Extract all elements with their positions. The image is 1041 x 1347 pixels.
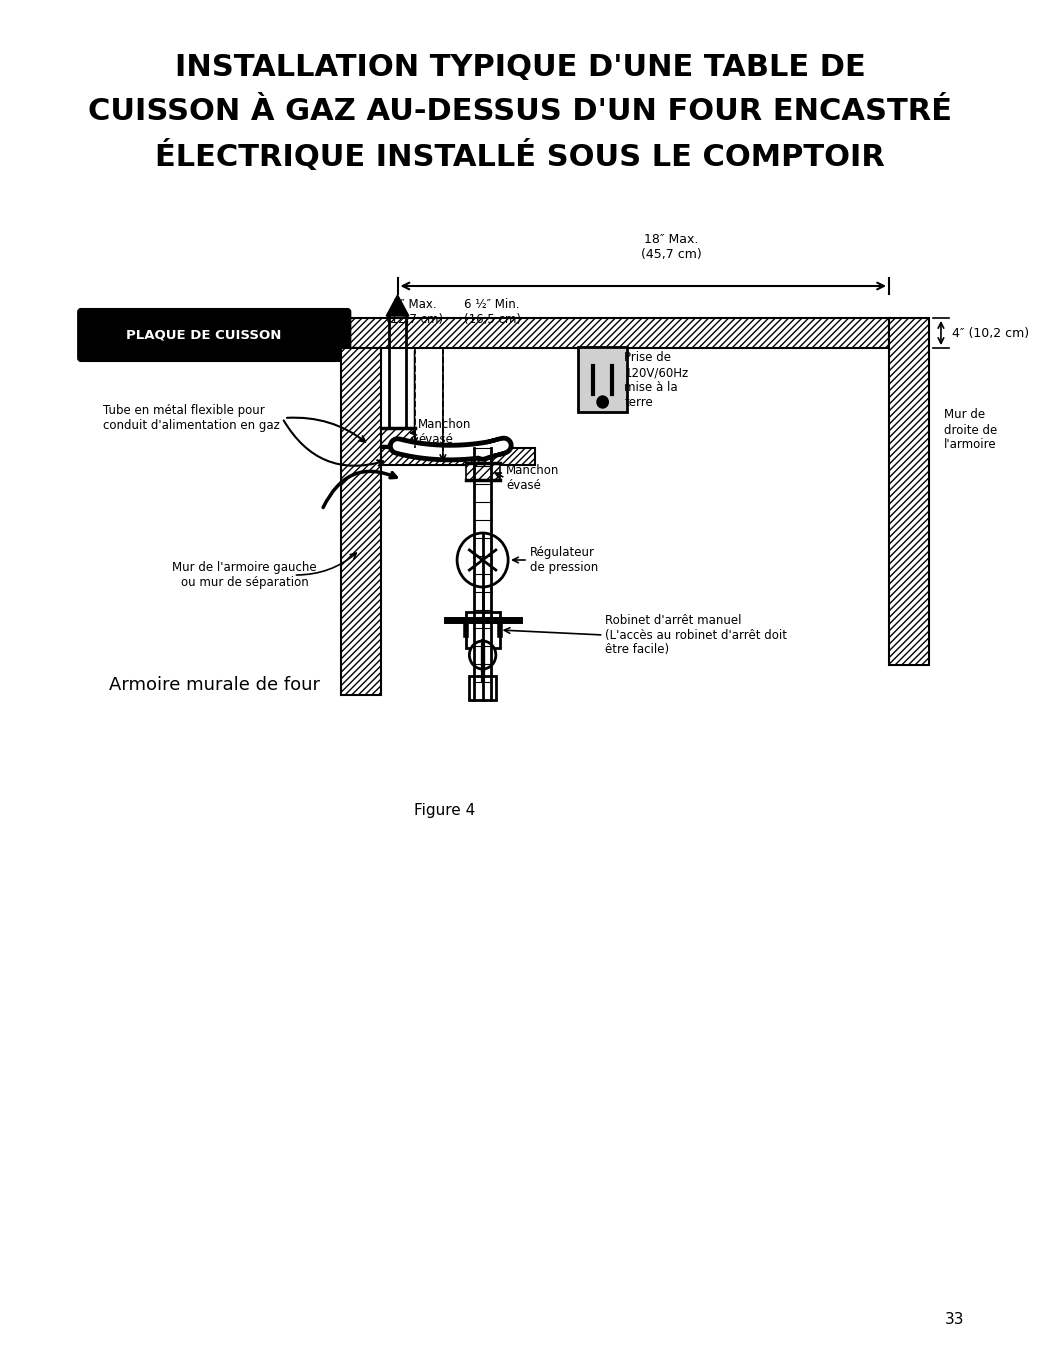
Bar [465,463,500,480]
Text: 4″ (10,2 cm): 4″ (10,2 cm) [953,326,1030,339]
Circle shape [457,533,508,587]
Text: 5″ Max.
(12,7 cm): 5″ Max. (12,7 cm) [386,298,443,326]
Circle shape [596,396,608,408]
Text: Manchon
évasé: Manchon évasé [506,463,560,492]
Text: Mur de
droite de
l'armoire: Mur de droite de l'armoire [944,408,997,451]
Text: 6 ½″ Min.
(16,5 cm): 6 ½″ Min. (16,5 cm) [463,298,520,326]
Text: Manchon
évasé: Manchon évasé [418,418,472,446]
Text: Robinet d'arrêt manuel
(L'accès au robinet d'arrêt doit
être facile): Robinet d'arrêt manuel (L'accès au robin… [606,613,787,656]
FancyBboxPatch shape [469,676,496,700]
Bar [889,318,929,665]
FancyBboxPatch shape [78,308,351,361]
Text: Régulateur
de pression: Régulateur de pression [530,546,599,574]
Bar [578,348,628,412]
Text: CUISSON À GAZ AU-DESSUS D'UN FOUR ENCASTRÉ: CUISSON À GAZ AU-DESSUS D'UN FOUR ENCAST… [88,97,953,127]
Text: INSTALLATION TYPIQUE D'UNE TABLE DE: INSTALLATION TYPIQUE D'UNE TABLE DE [175,54,866,82]
Bar [381,428,414,446]
Circle shape [469,641,496,669]
Text: Armoire murale de four: Armoire murale de four [109,676,321,694]
Bar [465,612,500,648]
Text: 33: 33 [945,1312,965,1328]
Polygon shape [386,295,409,317]
Bar [346,318,889,348]
Text: Mur de l'armoire gauche
ou mur de séparation: Mur de l'armoire gauche ou mur de sépara… [172,560,316,589]
Text: ÉLECTRIQUE INSTALLÉ SOUS LE COMPTOIR: ÉLECTRIQUE INSTALLÉ SOUS LE COMPTOIR [155,140,885,172]
Text: PLAQUE DE CUISSON: PLAQUE DE CUISSON [126,329,281,342]
Text: 18″ Max.
(45,7 cm): 18″ Max. (45,7 cm) [641,233,702,261]
Text: Tube en métal flexible pour
conduit d'alimentation en gaz: Tube en métal flexible pour conduit d'al… [103,404,280,432]
Text: Figure 4: Figure 4 [414,803,476,818]
Bar [340,348,381,695]
Text: Prise de
120V/60Hz
mise à la
terre: Prise de 120V/60Hz mise à la terre [625,352,688,409]
Bar [381,449,535,465]
